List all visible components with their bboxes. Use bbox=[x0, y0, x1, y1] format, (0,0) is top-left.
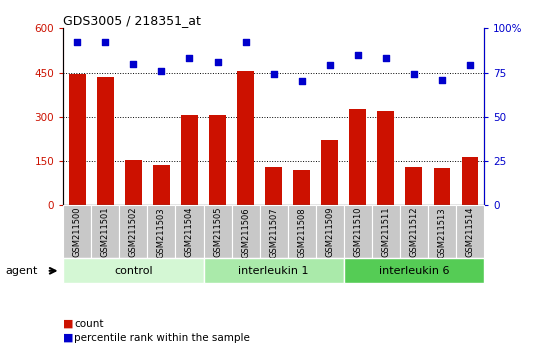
Text: count: count bbox=[74, 319, 104, 329]
Text: ■: ■ bbox=[63, 319, 74, 329]
Text: GDS3005 / 218351_at: GDS3005 / 218351_at bbox=[63, 14, 201, 27]
Text: agent: agent bbox=[6, 266, 38, 276]
Bar bbox=[377, 111, 394, 205]
Point bbox=[73, 40, 82, 45]
Text: GSM211514: GSM211514 bbox=[465, 207, 475, 257]
Bar bbox=[260, 205, 288, 258]
Point bbox=[129, 61, 138, 67]
Text: GSM211500: GSM211500 bbox=[73, 207, 82, 257]
Text: GSM211505: GSM211505 bbox=[213, 207, 222, 257]
Bar bbox=[232, 205, 260, 258]
Text: GSM211509: GSM211509 bbox=[325, 207, 334, 257]
Bar bbox=[69, 74, 86, 205]
Bar bbox=[456, 205, 484, 258]
Bar bbox=[63, 205, 91, 258]
Bar bbox=[400, 205, 428, 258]
Point bbox=[101, 40, 110, 45]
Text: GSM211510: GSM211510 bbox=[353, 207, 362, 257]
Point bbox=[241, 40, 250, 45]
Point bbox=[353, 52, 362, 58]
Bar bbox=[204, 205, 232, 258]
Text: GSM211511: GSM211511 bbox=[381, 207, 390, 257]
Bar bbox=[405, 167, 422, 205]
Bar bbox=[265, 167, 282, 205]
Bar bbox=[97, 77, 114, 205]
Bar bbox=[91, 205, 119, 258]
Bar bbox=[175, 205, 204, 258]
Bar bbox=[288, 205, 316, 258]
Text: GSM211501: GSM211501 bbox=[101, 207, 110, 257]
Bar bbox=[147, 205, 175, 258]
Bar bbox=[321, 141, 338, 205]
Point bbox=[438, 77, 447, 82]
Bar bbox=[293, 170, 310, 205]
Point bbox=[326, 63, 334, 68]
Text: GSM211504: GSM211504 bbox=[185, 207, 194, 257]
Text: GSM211513: GSM211513 bbox=[437, 207, 447, 258]
Bar bbox=[372, 205, 400, 258]
Point bbox=[409, 72, 418, 77]
Bar bbox=[63, 258, 204, 283]
Point bbox=[382, 56, 390, 61]
Bar bbox=[428, 205, 456, 258]
Text: GSM211502: GSM211502 bbox=[129, 207, 138, 257]
Point bbox=[297, 79, 306, 84]
Bar bbox=[125, 160, 142, 205]
Text: control: control bbox=[114, 266, 153, 276]
Text: GSM211512: GSM211512 bbox=[409, 207, 419, 257]
Bar bbox=[204, 258, 344, 283]
Text: percentile rank within the sample: percentile rank within the sample bbox=[74, 333, 250, 343]
Point bbox=[465, 63, 474, 68]
Text: GSM211508: GSM211508 bbox=[297, 207, 306, 258]
Bar bbox=[119, 205, 147, 258]
Text: GSM211507: GSM211507 bbox=[269, 207, 278, 258]
Bar bbox=[433, 169, 450, 205]
Text: interleukin 6: interleukin 6 bbox=[378, 266, 449, 276]
Bar bbox=[349, 109, 366, 205]
Point bbox=[270, 72, 278, 77]
Point bbox=[185, 56, 194, 61]
Point bbox=[213, 59, 222, 65]
Bar bbox=[461, 156, 478, 205]
Text: GSM211503: GSM211503 bbox=[157, 207, 166, 258]
Bar bbox=[316, 205, 344, 258]
Bar bbox=[237, 71, 254, 205]
Bar bbox=[209, 115, 226, 205]
Point bbox=[157, 68, 166, 74]
Bar bbox=[181, 115, 198, 205]
Bar bbox=[344, 258, 484, 283]
Text: GSM211506: GSM211506 bbox=[241, 207, 250, 258]
Text: interleukin 1: interleukin 1 bbox=[238, 266, 309, 276]
Text: ■: ■ bbox=[63, 333, 74, 343]
Bar bbox=[153, 166, 170, 205]
Bar bbox=[344, 205, 372, 258]
